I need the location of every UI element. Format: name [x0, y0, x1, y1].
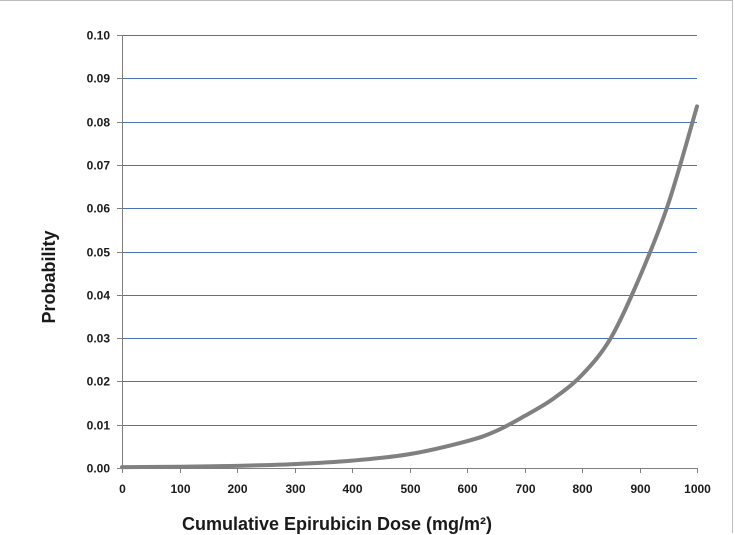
x-tick-labels: 0 100 200 300 400 500 600 700 800 900 1000 — [119, 482, 711, 496]
y-tick-label: 0.08 — [87, 116, 111, 130]
x-tick-label: 400 — [342, 482, 362, 496]
x-tick-label: 500 — [400, 482, 420, 496]
y-tick-label: 0.10 — [87, 29, 111, 43]
y-axis-title: Probability — [39, 230, 59, 323]
x-tick-label: 800 — [572, 482, 592, 496]
x-tick-label: 900 — [630, 482, 650, 496]
y-tick-labels: 0.00 0.01 0.02 0.03 0.04 0.05 0.06 0.07 0.08 0.09… — [87, 29, 111, 476]
y-tick-label: 0.06 — [87, 202, 111, 216]
y-tick-label: 0.07 — [87, 159, 111, 173]
y-tick-label: 0.05 — [87, 246, 111, 260]
y-tick-label: 0.04 — [87, 289, 111, 303]
x-tick-label: 1000 — [684, 482, 711, 496]
x-tick-label: 0 — [119, 482, 126, 496]
gridlines — [122, 35, 697, 426]
y-tick-label: 0.02 — [87, 375, 111, 389]
y-tick-label: 0.03 — [87, 332, 111, 346]
series-line-0 — [120, 104, 699, 470]
x-tick-label: 600 — [457, 482, 477, 496]
y-tick-label: 0.01 — [87, 419, 111, 433]
y-tick-label: 0.09 — [87, 72, 111, 86]
x-tick-label: 300 — [285, 482, 305, 496]
series-layer — [120, 104, 699, 470]
x-axis-title: Cumulative Epirubicin Dose (mg/m²) — [182, 514, 492, 534]
x-tick-label: 100 — [170, 482, 190, 496]
x-tick-label: 200 — [227, 482, 247, 496]
y-tick-label: 0.00 — [87, 462, 111, 476]
axes — [117, 35, 698, 473]
x-tick-label: 700 — [515, 482, 535, 496]
